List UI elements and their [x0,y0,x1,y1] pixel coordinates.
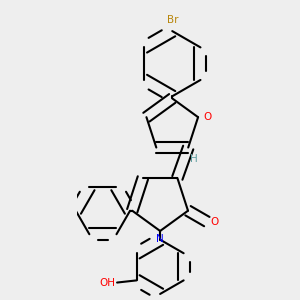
Text: H: H [190,154,198,164]
Text: Br: Br [167,15,178,25]
Text: OH: OH [99,278,115,287]
Text: O: O [210,217,218,226]
Text: O: O [203,112,212,122]
Text: N: N [156,234,164,244]
